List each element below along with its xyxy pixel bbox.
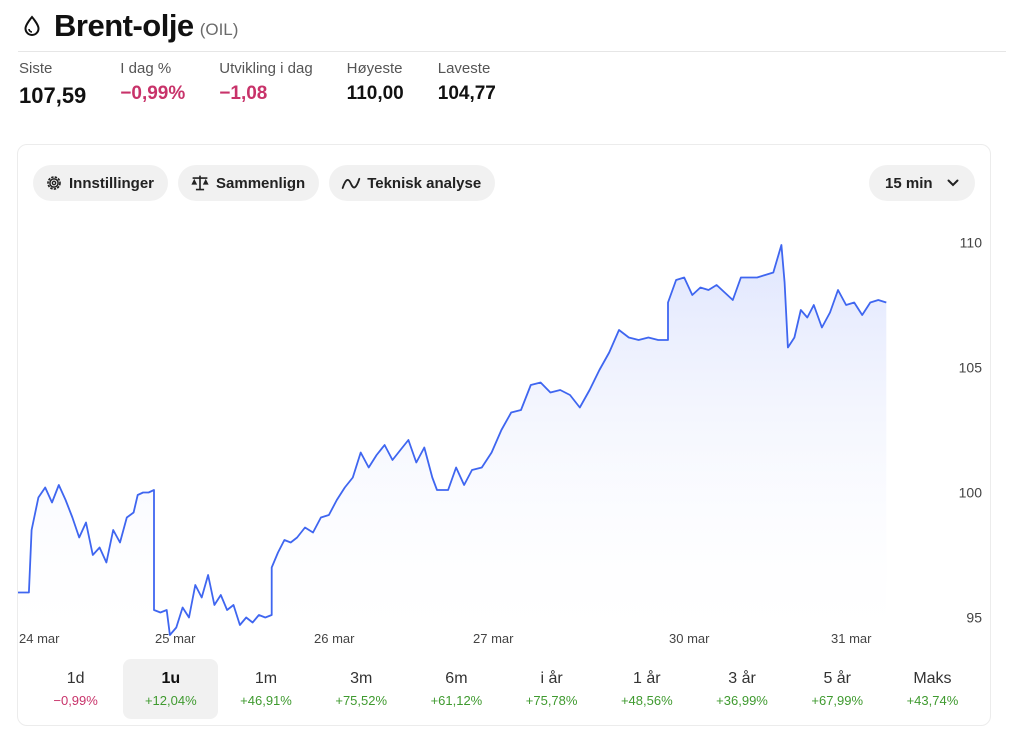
period-change: +46,91% bbox=[240, 693, 292, 708]
stats-row: Siste 107,59 I dag % −0,99% Utvikling i … bbox=[19, 60, 530, 109]
stat-label: Høyeste bbox=[346, 60, 403, 77]
x-tick-label: 25 mar bbox=[155, 631, 196, 646]
x-tick-label: 27 mar bbox=[473, 631, 514, 646]
period-change: +43,74% bbox=[906, 693, 959, 708]
y-tick-label: 110 bbox=[960, 235, 983, 251]
compare-button[interactable]: Sammenlign bbox=[178, 165, 320, 201]
x-tick-label: 26 mar bbox=[314, 631, 355, 646]
period-max[interactable]: Maks +43,74% bbox=[885, 659, 980, 719]
stat-value: 107,59 bbox=[19, 83, 87, 108]
period-label: 1 år bbox=[633, 670, 661, 687]
settings-label: Innstillinger bbox=[69, 174, 155, 192]
chart-card: 95 100 105 110 24 mar 25 mar 26 mar 27 mar 30 m… bbox=[17, 144, 991, 726]
scale-icon bbox=[191, 175, 209, 191]
period-change: +36,99% bbox=[716, 693, 768, 708]
stat-value: 104,77 bbox=[437, 83, 496, 104]
instrument-header: Brent-olje (OIL) bbox=[20, 6, 238, 46]
period-1y[interactable]: 1 år +48,56% bbox=[599, 659, 694, 719]
stat-value: −1,08 bbox=[219, 83, 268, 104]
stat-today-percent: I dag % −0,99% bbox=[120, 60, 185, 109]
period-change: +75,52% bbox=[335, 693, 388, 708]
interval-select[interactable]: 15 min bbox=[869, 165, 975, 201]
header-divider bbox=[18, 51, 1006, 52]
period-change: +67,99% bbox=[811, 693, 864, 708]
technical-analysis-button[interactable]: Teknisk analyse bbox=[329, 165, 496, 201]
trend-line-icon bbox=[341, 177, 361, 189]
period-label: 3 år bbox=[728, 670, 756, 687]
period-1m[interactable]: 1m +46,91% bbox=[218, 659, 313, 719]
y-tick-label: 105 bbox=[959, 360, 983, 376]
technical-analysis-label: Teknisk analyse bbox=[367, 174, 482, 192]
chart-area bbox=[18, 245, 887, 655]
period-1d[interactable]: 1d −0,99% bbox=[28, 659, 123, 719]
page-title: Brent-olje bbox=[54, 8, 194, 43]
y-tick-label: 95 bbox=[966, 610, 982, 626]
stat-last: Siste 107,59 bbox=[19, 60, 86, 109]
settings-button[interactable]: Innstillinger bbox=[33, 165, 169, 201]
period-change: +61,12% bbox=[430, 693, 483, 708]
period-label: 1d bbox=[66, 670, 85, 687]
period-change: −0,99% bbox=[53, 693, 98, 708]
y-tick-label: 100 bbox=[959, 485, 983, 501]
price-chart[interactable]: 95 100 105 110 24 mar 25 mar 26 mar 27 mar 30 m… bbox=[18, 145, 990, 655]
period-label: 6m bbox=[445, 670, 468, 687]
stat-label: Siste bbox=[19, 60, 53, 77]
period-3y[interactable]: 3 år +36,99% bbox=[694, 659, 789, 719]
period-label: 5 år bbox=[823, 670, 852, 687]
period-change: +48,56% bbox=[620, 693, 673, 708]
stat-value: −0,99% bbox=[120, 83, 186, 104]
period-change: +12,04% bbox=[144, 693, 197, 708]
period-change: +75,78% bbox=[525, 693, 578, 708]
stat-value: 110,00 bbox=[346, 83, 404, 104]
stat-high: Høyeste 110,00 bbox=[347, 60, 404, 109]
period-label: i år bbox=[540, 670, 563, 687]
stat-label: Utvikling i dag bbox=[219, 60, 313, 77]
stat-label: Laveste bbox=[437, 60, 491, 77]
chart-line bbox=[18, 244, 887, 636]
x-tick-label: 30 mar bbox=[669, 631, 710, 646]
x-tick-label: 31 mar bbox=[831, 631, 872, 646]
period-label: 1u bbox=[161, 670, 181, 687]
ticker-symbol: (OIL) bbox=[199, 20, 239, 39]
oil-drop-icon bbox=[24, 15, 40, 36]
period-label: 1m bbox=[254, 670, 278, 687]
period-1u[interactable]: 1u +12,04% bbox=[123, 659, 219, 719]
x-tick-label: 24 mar bbox=[19, 631, 60, 646]
x-axis: 24 mar 25 mar 26 mar 27 mar 30 mar 31 mar bbox=[19, 631, 872, 646]
period-5y[interactable]: 5 år +67,99% bbox=[790, 659, 885, 719]
compare-label: Sammenlign bbox=[216, 174, 306, 192]
interval-value: 15 min bbox=[885, 174, 933, 192]
period-selector: 1d −0,99% 1u +12,04% 1m +46,91% 3m +75,5… bbox=[28, 659, 980, 719]
gear-icon bbox=[47, 176, 61, 190]
period-label: 3m bbox=[350, 670, 373, 687]
chart-toolbar: Innstillinger Sammenlign Teknisk analyse bbox=[33, 165, 505, 201]
stat-low: Laveste 104,77 bbox=[438, 60, 496, 109]
period-label: Maks bbox=[913, 670, 952, 687]
period-ytd[interactable]: i år +75,78% bbox=[504, 659, 599, 719]
period-6m[interactable]: 6m +61,12% bbox=[409, 659, 504, 719]
y-axis: 95 100 105 110 bbox=[959, 235, 983, 626]
stat-today-change: Utvikling i dag −1,08 bbox=[219, 60, 312, 109]
chevron-down-icon bbox=[947, 179, 959, 187]
period-3m[interactable]: 3m +75,52% bbox=[314, 659, 409, 719]
stat-label: I dag % bbox=[120, 60, 172, 77]
